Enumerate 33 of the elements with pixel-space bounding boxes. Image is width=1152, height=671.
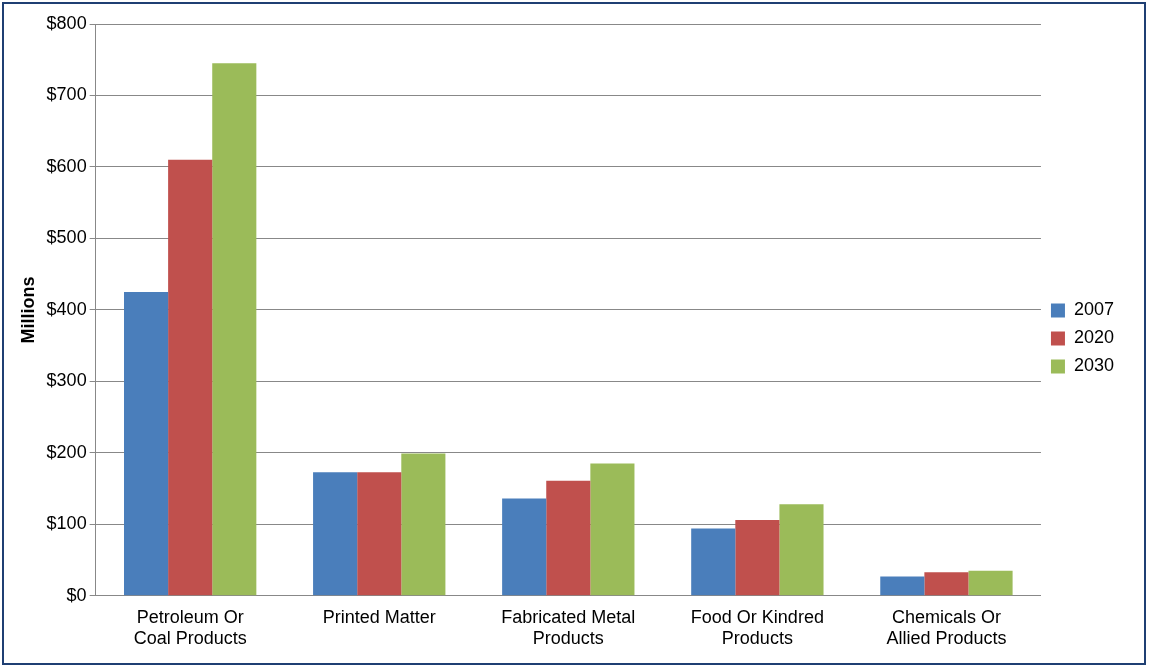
legend-label: 2007 bbox=[1073, 299, 1114, 320]
y-tick-label: $300 bbox=[46, 370, 87, 391]
legend-label: 2030 bbox=[1073, 355, 1114, 376]
y-tick-label: $400 bbox=[46, 298, 87, 319]
y-axis-title: Millions bbox=[17, 276, 38, 344]
bar bbox=[212, 63, 257, 596]
bar bbox=[546, 480, 591, 596]
x-tick-label: Chemicals Or Allied Products bbox=[886, 606, 1007, 649]
bar bbox=[401, 453, 446, 596]
x-tick-label: Printed Matter bbox=[322, 606, 436, 627]
legend-label: 2020 bbox=[1073, 327, 1114, 348]
bar bbox=[924, 572, 969, 596]
bar bbox=[168, 159, 213, 596]
y-tick-label: $200 bbox=[46, 441, 87, 462]
bar bbox=[357, 472, 402, 596]
bar bbox=[735, 520, 780, 596]
y-tick-label: $100 bbox=[46, 513, 87, 534]
bar bbox=[880, 576, 925, 596]
x-tick-label: Fabricated Metal Products bbox=[501, 606, 636, 649]
bar bbox=[968, 570, 1013, 596]
x-tick-label: Petroleum Or Coal Products bbox=[133, 606, 247, 649]
bar bbox=[502, 498, 547, 596]
y-tick-label: $600 bbox=[46, 155, 87, 176]
y-tick-label: $800 bbox=[46, 12, 87, 33]
bar bbox=[313, 472, 358, 596]
bar bbox=[124, 292, 169, 596]
y-tick-label: $700 bbox=[46, 84, 87, 105]
bar bbox=[590, 463, 635, 596]
y-tick-label: $500 bbox=[46, 227, 87, 248]
bar bbox=[691, 528, 736, 596]
bar bbox=[779, 504, 824, 596]
x-tick-label: Food Or Kindred Products bbox=[690, 606, 824, 649]
y-tick-label: $0 bbox=[66, 584, 87, 605]
